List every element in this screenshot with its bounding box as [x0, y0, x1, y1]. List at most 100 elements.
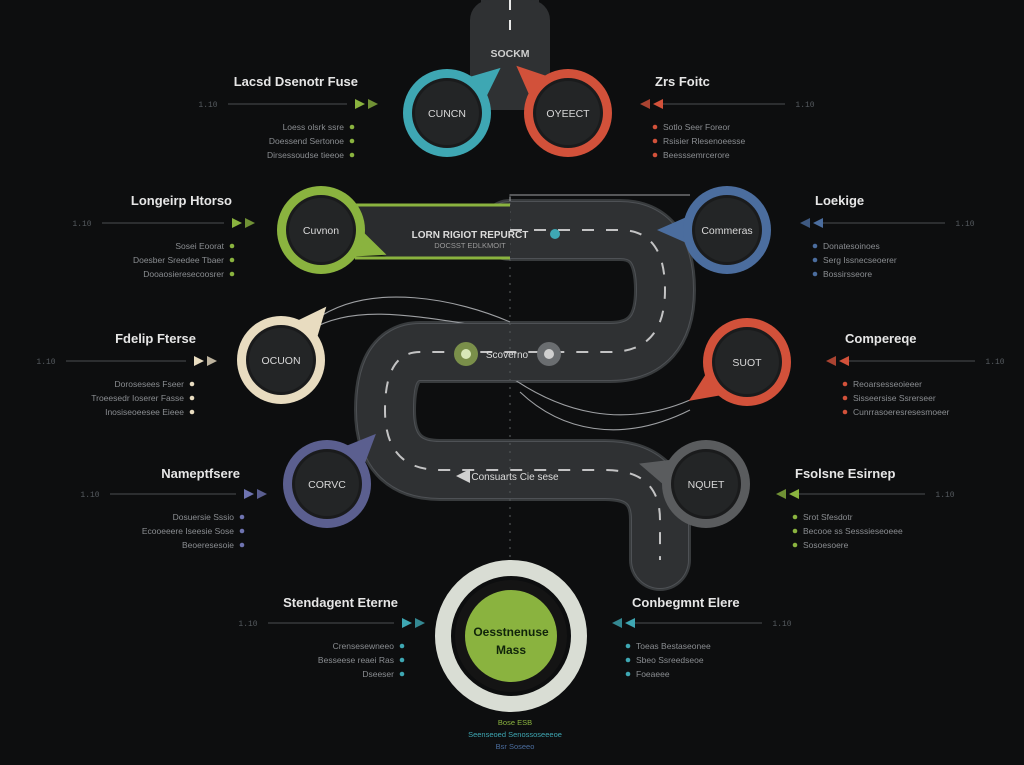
callout-lacsd-line: Doessend Sertonoe: [269, 136, 344, 146]
road: [354, 0, 696, 591]
double-arrow-icon: [826, 356, 849, 366]
callout-longeirp-tick: 1.10: [72, 220, 91, 229]
bullet-dot-icon: [349, 152, 355, 158]
bullet-dot-icon: [812, 243, 818, 249]
callout-longeirp-title: Longeirp Htorso: [131, 193, 232, 208]
connector-curve: [314, 296, 511, 323]
double-arrow-icon: [800, 218, 823, 228]
callout-fdelip-tick: 1.10: [36, 358, 55, 367]
bullet-dot-icon: [652, 124, 658, 130]
callout-stendagent: Stendagent Eterne 1.10 Crensesewneeo Bessee…: [238, 595, 425, 679]
callout-nameptfsere-line: Dosuersie Sssio: [173, 512, 235, 522]
double-arrow-icon: [194, 356, 217, 366]
start-label: SOCKM: [490, 48, 529, 60]
callout-fdelip-line: Troeesedr Ioserer Fasse: [91, 393, 184, 403]
double-arrow-icon: [355, 99, 378, 109]
bullet-dot-icon: [842, 381, 848, 387]
road-label-top: LORN RIGIOT REPURCT: [412, 230, 529, 241]
node-cuvnon: Cuvnon: [277, 186, 387, 274]
callout-conbegmnt-line: Sbeo Ssreedseoe: [636, 655, 704, 665]
footer-line2: Seenseoed Senossoseeeoe: [468, 730, 562, 739]
arrow-left-icon: [456, 469, 470, 483]
callout-loekige-line: Bossirsseore: [823, 269, 872, 279]
road-marker-top-icon: [550, 229, 560, 239]
double-arrow-icon: [402, 618, 425, 628]
callout-nameptfsere-line: Ecooeeere Iseesie Sose: [142, 526, 234, 536]
callout-fsolsne-line: Srot Sfesdotr: [803, 512, 853, 522]
callout-compereqe-tick: 1.10: [985, 358, 1004, 367]
node-oyeect: OYEECT: [516, 65, 612, 157]
connector-curve: [514, 379, 691, 416]
callout-loekige: Loekige 1.10 Donatesoinoes Serg Issnecseoer…: [800, 193, 975, 279]
bullet-dot-icon: [625, 657, 631, 663]
node-commeras-label: Commeras: [701, 225, 752, 237]
callout-lacsd-line: Loess olsrk ssre: [283, 122, 345, 132]
bullet-dot-icon: [189, 409, 195, 415]
goal-node: [435, 560, 587, 712]
callout-fsolsne-line: Becooe ss Sesssieseoeee: [803, 526, 903, 536]
node-cuncn-label: CUNCN: [428, 108, 466, 120]
node-group: CUNCN OYEECT Cuvnon Commeras OCUON SUOT CORVC N…: [237, 65, 791, 528]
callout-longeirp-line: Sosei Eoorat: [175, 241, 224, 251]
double-arrow-icon: [612, 618, 635, 628]
node-ocuon: OCUON: [237, 306, 327, 404]
callout-nameptfsere: Nameptfsere 1.10 Dosuersie Sssio Ecooeeere …: [80, 466, 267, 550]
callout-zrs-line: Rsisier Rlesenoeesse: [663, 136, 745, 146]
callout-conbegmnt-tick: 1.10: [772, 620, 791, 629]
bullet-dot-icon: [625, 671, 631, 677]
connector-curve: [519, 391, 691, 431]
callout-nameptfsere-title: Nameptfsere: [161, 466, 240, 481]
callout-lacsd-line: Dirsessoudse tieeoe: [267, 150, 344, 160]
callout-conbegmnt-line: Foeaeee: [636, 669, 670, 679]
callout-loekige-line: Serg Issnecseoerer: [823, 255, 897, 265]
bullet-dot-icon: [399, 643, 405, 649]
bullet-dot-icon: [812, 271, 818, 277]
callout-conbegmnt-title: Conbegmnt Elere: [632, 595, 740, 610]
callout-zrs-line: Beesssemrcerore: [663, 150, 730, 160]
callout-longeirp-line: Dooaosieresecoosrer: [143, 269, 224, 279]
callout-group: Lacsd Dsenotr Fuse 1.10 Loess olsrk ssre Do…: [36, 74, 1004, 679]
bullet-dot-icon: [349, 138, 355, 144]
node-nquet: NQUET: [639, 440, 750, 528]
callout-fsolsne-title: Fsolsne Esirnep: [795, 466, 895, 481]
callout-loekige-title: Loekige: [815, 193, 864, 208]
footer-line3: Bsr Soseeo: [496, 742, 535, 751]
callout-zrs-line: Sotlo Seer Foreor: [663, 122, 730, 132]
callout-conbegmnt: Conbegmnt Elere 1.10 Toeas Bestaseonee Sbeo…: [612, 595, 792, 679]
double-arrow-icon: [640, 99, 663, 109]
bullet-dot-icon: [652, 138, 658, 144]
callout-fdelip: Fdelip Fterse 1.10 Dorosesees Fseer Troeese…: [36, 331, 217, 417]
node-oyeect-label: OYEECT: [546, 108, 590, 120]
goal-label-line2: Mass: [496, 643, 526, 657]
callout-lacsd: Lacsd Dsenotr Fuse 1.10 Loess olsrk ssre Do…: [198, 74, 378, 160]
bullet-dot-icon: [229, 243, 235, 249]
bullet-dot-icon: [792, 528, 798, 534]
callout-fsolsne: Fsolsne Esirnep 1.10 Srot Sfesdotr Becooe s…: [776, 466, 955, 550]
bullet-dot-icon: [189, 395, 195, 401]
node-commeras: Commeras: [657, 186, 771, 274]
callout-compereqe-line: Cunrrasoeresresesmoeer: [853, 407, 950, 417]
callout-loekige-line: Donatesoinoes: [823, 241, 880, 251]
bullet-dot-icon: [792, 514, 798, 520]
bullet-dot-icon: [399, 657, 405, 663]
callout-nameptfsere-line: Beoeresesoie: [182, 540, 234, 550]
callout-zrs-title: Zrs Foitc: [655, 74, 710, 89]
node-corvc-label: CORVC: [308, 479, 346, 491]
callout-stendagent-line: Dseeser: [362, 669, 394, 679]
callout-fdelip-line: Inosiseoeesee Eieee: [105, 407, 184, 417]
bullet-dot-icon: [842, 409, 848, 415]
callout-lacsd-title: Lacsd Dsenotr Fuse: [234, 74, 358, 89]
node-cuncn: CUNCN: [403, 67, 501, 157]
bullet-dot-icon: [229, 271, 235, 277]
callout-longeirp-line: Doesber Sreedee Tbaer: [133, 255, 224, 265]
bullet-dot-icon: [399, 671, 405, 677]
bullet-dot-icon: [652, 152, 658, 158]
bullet-dot-icon: [349, 124, 355, 130]
callout-stendagent-line: Crensesewneeo: [333, 641, 395, 651]
bullet-dot-icon: [189, 381, 195, 387]
bullet-dot-icon: [792, 542, 798, 548]
callout-longeirp: Longeirp Htorso 1.10 Sosei Eoorat Doesber S…: [72, 193, 255, 279]
road-label-middle: Scoverno: [486, 350, 529, 361]
node-cuvnon-label: Cuvnon: [303, 225, 339, 237]
